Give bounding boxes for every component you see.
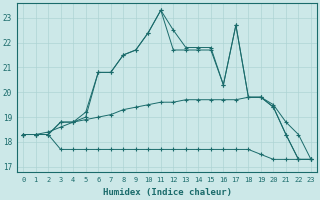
X-axis label: Humidex (Indice chaleur): Humidex (Indice chaleur) <box>102 188 232 197</box>
